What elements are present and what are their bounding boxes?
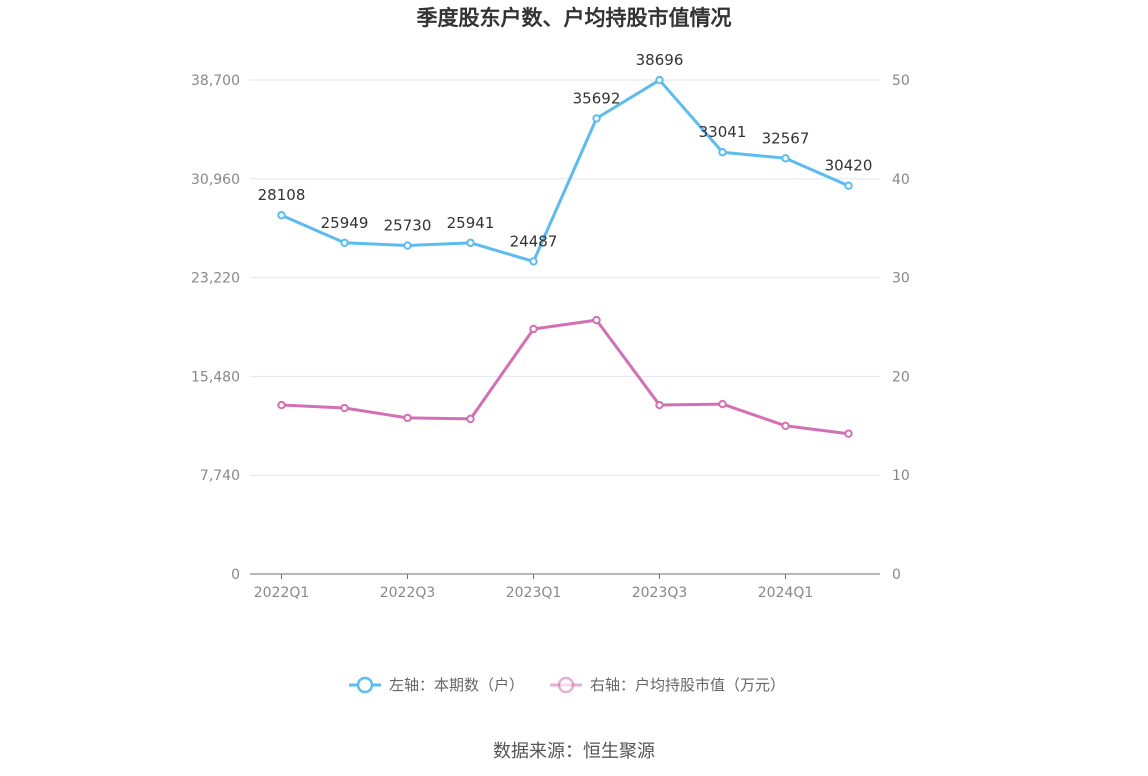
data-point[interactable] xyxy=(529,257,538,266)
left-tick-label: 7,740 xyxy=(200,468,240,484)
data-point[interactable] xyxy=(403,241,412,250)
x-tick-label: 2022Q1 xyxy=(254,585,310,601)
legend-label: 右轴：户均持股市值（万元） xyxy=(590,676,785,694)
left-axis: 0 7,740 15,480 23,220 30,960 38,700 xyxy=(191,73,240,583)
x-tick-label: 2022Q3 xyxy=(380,585,436,601)
data-label: 25730 xyxy=(384,217,432,235)
x-tick-label: 2023Q1 xyxy=(506,585,562,601)
left-tick-label: 38,700 xyxy=(191,73,240,89)
legend[interactable]: 左轴：本期数（户） 右轴：户均持股市值（万元） xyxy=(349,676,785,694)
data-point[interactable] xyxy=(466,238,475,248)
data-point[interactable] xyxy=(781,154,790,163)
data-point[interactable] xyxy=(844,429,853,438)
data-point[interactable] xyxy=(781,421,790,430)
x-tick-label: 2023Q3 xyxy=(632,585,688,601)
source-note: 数据来源：恒生聚源 xyxy=(493,741,655,762)
data-point[interactable] xyxy=(403,413,412,423)
data-label: 25941 xyxy=(447,214,495,232)
data-point[interactable] xyxy=(340,238,349,247)
x-tick-label: 2024Q1 xyxy=(758,585,814,601)
legend-item-2[interactable]: 右轴：户均持股市值（万元） xyxy=(550,676,785,694)
data-point[interactable] xyxy=(592,114,601,123)
data-point[interactable] xyxy=(466,414,475,424)
data-label: 24487 xyxy=(510,232,558,250)
legend-marker xyxy=(356,676,374,694)
right-tick-label: 10 xyxy=(892,468,910,484)
legend-marker xyxy=(557,676,575,694)
data-label: 33041 xyxy=(699,123,747,141)
data-point[interactable] xyxy=(844,181,853,190)
data-label: 38696 xyxy=(636,51,684,69)
x-axis: 2022Q1 2022Q3 2023Q1 2023Q3 2024Q1 xyxy=(250,573,880,601)
right-tick-label: 30 xyxy=(892,271,910,287)
series-1: 28108 25949 25730 25941 24487 35692 38696 33041… xyxy=(258,51,873,266)
series-layer: 28108 25949 25730 25941 24487 35692 38696 33041… xyxy=(258,51,873,438)
left-tick-label: 23,220 xyxy=(191,271,240,287)
data-point[interactable] xyxy=(655,400,664,410)
data-point[interactable] xyxy=(718,399,727,409)
right-tick-label: 0 xyxy=(892,567,901,583)
data-point[interactable] xyxy=(529,324,538,334)
data-point[interactable] xyxy=(340,403,349,413)
data-point[interactable] xyxy=(277,400,286,410)
series-2 xyxy=(277,315,853,438)
data-point[interactable] xyxy=(718,148,727,157)
right-tick-label: 50 xyxy=(892,73,910,89)
right-tick-label: 40 xyxy=(892,172,910,188)
data-label: 25949 xyxy=(321,214,369,232)
data-label: 35692 xyxy=(573,89,621,107)
series-line xyxy=(281,318,849,436)
data-point[interactable] xyxy=(277,211,286,220)
left-tick-label: 0 xyxy=(231,567,240,583)
left-tick-label: 30,960 xyxy=(191,172,240,188)
data-point[interactable] xyxy=(655,75,664,85)
data-label: 28108 xyxy=(258,186,306,204)
data-label: 30420 xyxy=(825,157,873,175)
data-label: 32567 xyxy=(762,129,810,147)
left-tick-label: 15,480 xyxy=(191,369,240,385)
grid-lines xyxy=(250,79,880,476)
right-axis: 0 10 20 30 40 50 xyxy=(892,73,910,583)
data-point[interactable] xyxy=(592,315,601,325)
chart-title: 季度股东户数、户均持股市值情况 xyxy=(417,6,732,30)
series-line xyxy=(280,78,850,263)
legend-item-1[interactable]: 左轴：本期数（户） xyxy=(349,676,524,694)
legend-label: 左轴：本期数（户） xyxy=(389,676,524,694)
right-tick-label: 20 xyxy=(892,369,910,385)
